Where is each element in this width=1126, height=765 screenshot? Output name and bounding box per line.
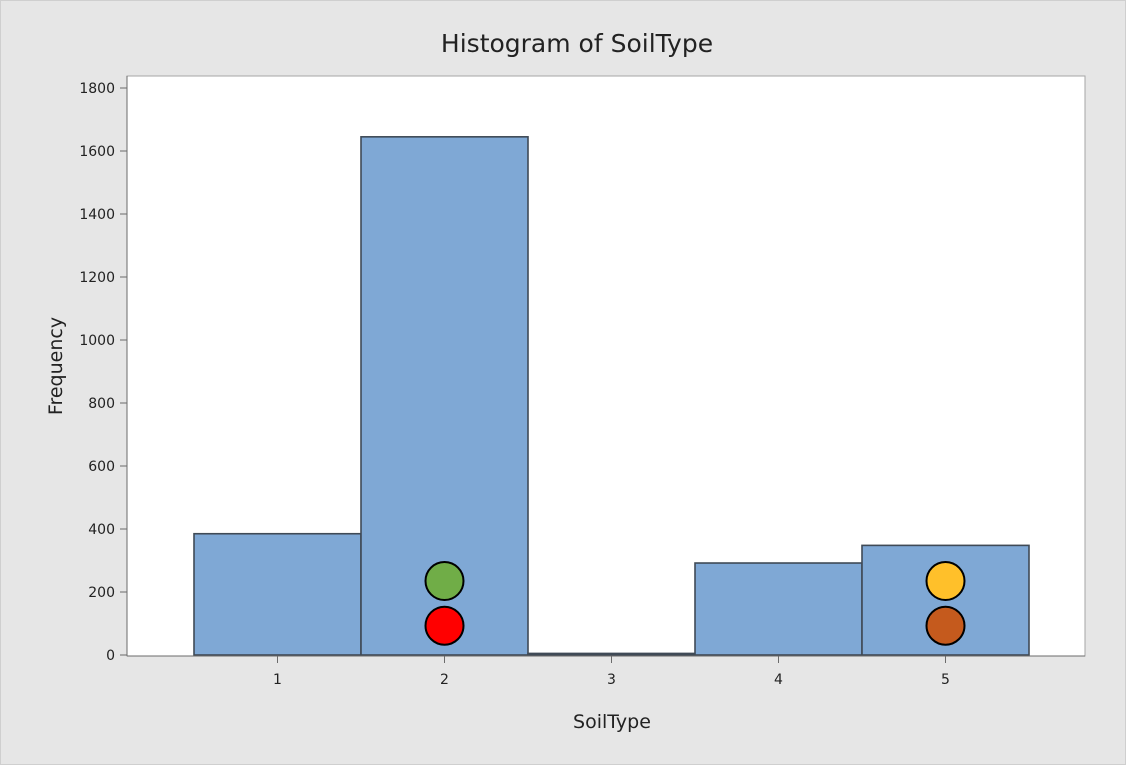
y-tick-label: 1800 bbox=[79, 81, 115, 97]
y-tick-label: 1000 bbox=[79, 333, 115, 349]
chart-title: Histogram of SoilType bbox=[441, 29, 713, 58]
bar-3 bbox=[527, 652, 696, 656]
y-tick-label: 400 bbox=[88, 522, 115, 538]
y-tick-label: 600 bbox=[88, 459, 115, 475]
marker-dot bbox=[424, 605, 465, 646]
x-axis-title: SoilType bbox=[573, 711, 651, 733]
bar-1 bbox=[193, 532, 362, 656]
y-tick-label: 800 bbox=[88, 396, 115, 412]
y-axis: 0 200 400 600 800 1000 1200 1400 1600 1800 bbox=[79, 76, 128, 664]
x-tick-label: 1 bbox=[273, 672, 282, 688]
marker-dot bbox=[925, 560, 966, 601]
markers-group bbox=[424, 560, 966, 646]
y-tick-label: 200 bbox=[88, 585, 115, 601]
y-tick-label: 0 bbox=[106, 648, 115, 664]
bar-4 bbox=[694, 562, 863, 656]
x-tick-label: 3 bbox=[607, 672, 616, 688]
marker-dot bbox=[424, 560, 465, 601]
y-axis-title: Frequency bbox=[45, 317, 67, 415]
x-tick-label: 2 bbox=[440, 672, 449, 688]
x-tick-label: 4 bbox=[774, 672, 783, 688]
marker-dot bbox=[925, 605, 966, 646]
x-axis: 1 2 3 4 5 bbox=[127, 655, 1085, 688]
y-tick-label: 1200 bbox=[79, 270, 115, 286]
y-tick-label: 1600 bbox=[79, 144, 115, 160]
y-tick-label: 1400 bbox=[79, 207, 115, 223]
x-tick-label: 5 bbox=[941, 672, 950, 688]
